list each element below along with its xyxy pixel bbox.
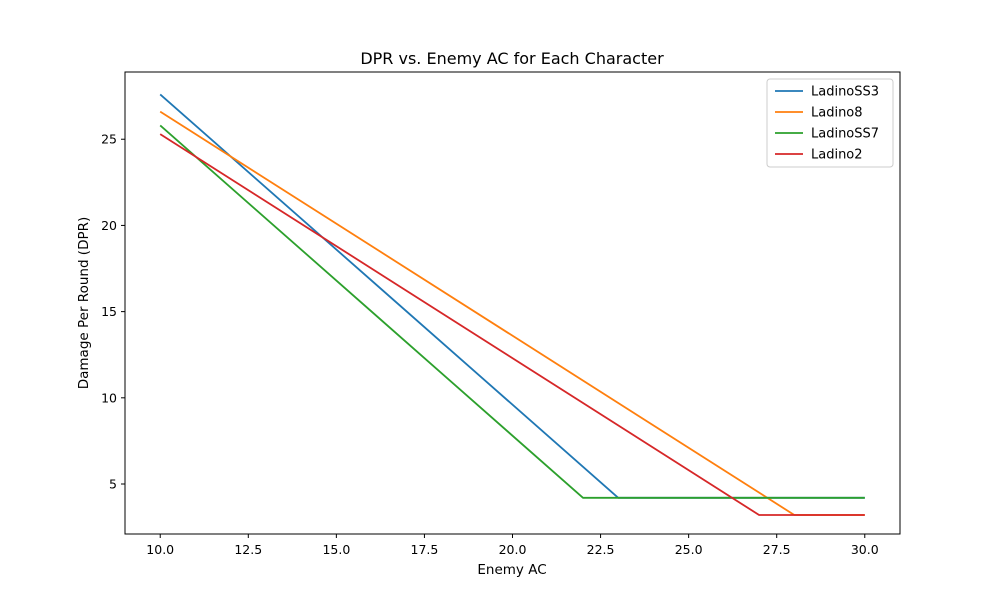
y-axis: 5 10 15 20 25 <box>101 132 125 492</box>
legend-box <box>766 78 894 168</box>
legend: LadinoSS3 Ladino8 LadinoSS7 Ladino2 <box>766 78 894 168</box>
y-tick-label: 5 <box>109 477 117 492</box>
series-line-Ladino2 <box>159 133 865 516</box>
series-line-LadinoSS7 <box>159 124 865 499</box>
legend-label-LadinoSS7: LadinoSS7 <box>811 127 879 142</box>
x-axis-label: Enemy AC <box>477 562 546 578</box>
x-tick-label: 10.0 <box>146 542 174 557</box>
y-tick-label: 15 <box>101 304 117 319</box>
legend-label-Ladino8: Ladino8 <box>811 106 863 121</box>
legend-label-Ladino2: Ladino2 <box>811 148 863 163</box>
x-axis: 10.0 12.5 15.0 17.5 20.0 22.5 25.0 27.5 30.0 <box>146 534 879 557</box>
x-tick-label: 22.5 <box>587 542 615 557</box>
y-tick-label: 25 <box>101 132 117 147</box>
series-layer <box>159 93 865 516</box>
chart-title: DPR vs. Enemy AC for Each Character <box>360 49 664 68</box>
x-tick-label: 17.5 <box>411 542 439 557</box>
x-tick-label: 30.0 <box>851 542 879 557</box>
legend-label-LadinoSS3: LadinoSS3 <box>811 85 879 100</box>
x-tick-label: 20.0 <box>499 542 527 557</box>
y-tick-label: 20 <box>101 218 117 233</box>
x-tick-label: 12.5 <box>234 542 262 557</box>
x-tick-label: 27.5 <box>763 542 791 557</box>
x-tick-label: 25.0 <box>675 542 703 557</box>
x-tick-label: 15.0 <box>322 542 350 557</box>
y-axis-label: Damage Per Round (DPR) <box>76 217 92 390</box>
y-tick-label: 10 <box>101 390 117 405</box>
